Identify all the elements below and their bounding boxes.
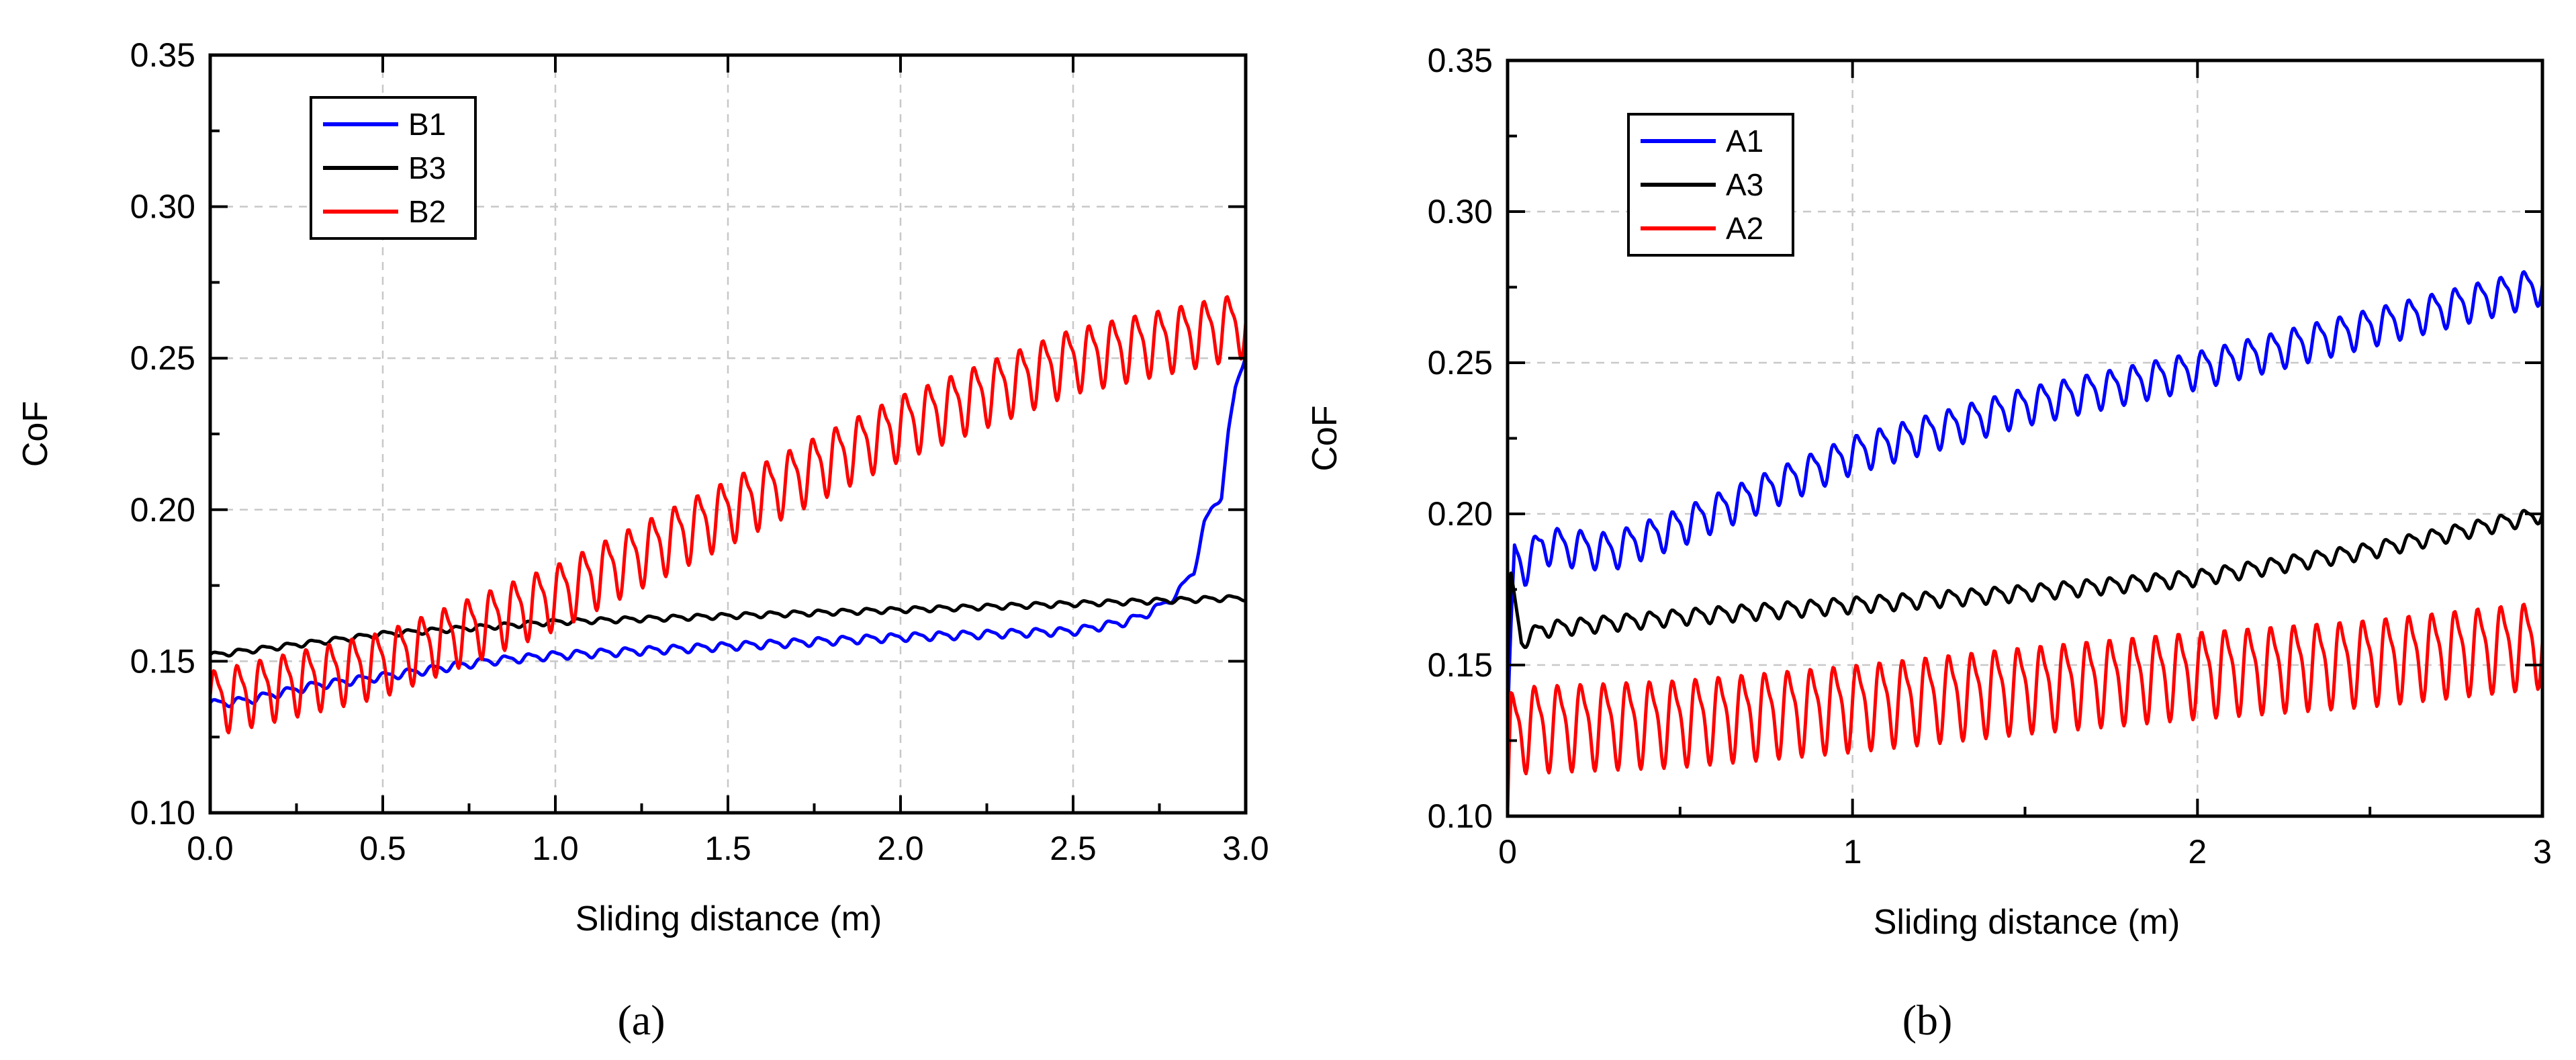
x-tick-label: 0.5 — [359, 830, 406, 867]
x-tick-label: 0 — [1498, 833, 1517, 871]
legend: B1 B3 B2 — [310, 96, 477, 240]
series-line-B2 — [208, 295, 1248, 735]
legend: A1 A3 A2 — [1627, 113, 1794, 257]
x-tick-label: 1 — [1843, 833, 1862, 871]
y-tick-label: 0.30 — [1428, 193, 1493, 230]
y-tick-label: 0.20 — [1428, 495, 1493, 533]
y-axis-title: CoF — [16, 401, 55, 467]
y-tick-label: 0.35 — [130, 36, 195, 74]
y-tick-label: 0.30 — [130, 188, 195, 226]
legend-label-A3: A3 — [1726, 167, 1763, 202]
series-line-B3 — [209, 594, 1246, 658]
y-tick-label: 0.25 — [1428, 344, 1493, 382]
x-axis-title: Sliding distance (m) — [1874, 903, 2180, 942]
x-tick-label: 2 — [2188, 833, 2207, 871]
y-axis-title: CoF — [1305, 405, 1344, 471]
y-tick-label: 0.20 — [130, 491, 195, 529]
panel-a-chart: 0.0 0.5 1.0 1.5 2.0 2.5 3.0 0.10 0.15 0.20 0.25 0.3… — [16, 36, 1269, 1044]
x-tick-label: 1.0 — [532, 830, 579, 867]
series-group — [208, 295, 1248, 735]
panel-caption: (a) — [617, 996, 665, 1044]
x-tick-label: 2.0 — [877, 830, 924, 867]
panel-caption: (b) — [1902, 996, 1953, 1044]
x-tick-label: 1.5 — [704, 830, 751, 867]
y-tick-label: 0.10 — [1428, 797, 1493, 835]
x-tick-label: 0.0 — [187, 830, 234, 867]
legend-label-A2: A2 — [1726, 211, 1763, 246]
y-tick-label: 0.25 — [130, 339, 195, 377]
x-tick-label: 3 — [2533, 833, 2552, 871]
legend-label-B2: B2 — [408, 194, 446, 229]
x-tick-label: 3.0 — [1222, 830, 1269, 867]
panel-b-chart: 0 1 2 3 0.10 0.15 0.20 0.25 0.30 0.35 Sliding dist… — [1305, 42, 2552, 1044]
series-line-A1 — [1506, 270, 2544, 723]
y-tick-label: 0.10 — [130, 794, 195, 832]
series-line-A2 — [1506, 603, 2544, 809]
y-tick-label: 0.15 — [130, 642, 195, 680]
series-line-A3 — [1506, 509, 2544, 664]
legend-label-B1: B1 — [408, 107, 446, 142]
series-line-B1 — [208, 355, 1248, 709]
y-tick-label: 0.15 — [1428, 646, 1493, 684]
x-axis-title: Sliding distance (m) — [576, 899, 882, 938]
series-group — [1506, 270, 2544, 809]
y-tick-label: 0.35 — [1428, 42, 1493, 79]
legend-label-B3: B3 — [408, 150, 446, 185]
legend-label-A1: A1 — [1726, 124, 1763, 159]
x-tick-label: 2.5 — [1050, 830, 1097, 867]
